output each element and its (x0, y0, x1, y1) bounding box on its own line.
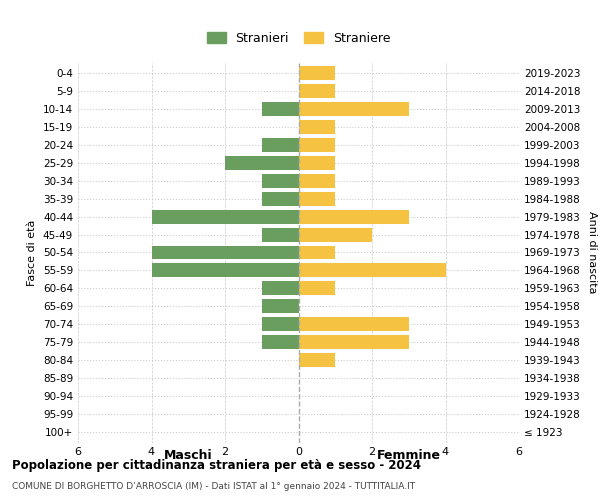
Bar (262, 138, 299, 152)
Bar (262, 102, 299, 116)
Text: Maschi: Maschi (164, 449, 212, 462)
Bar (299, 84, 335, 98)
Bar (299, 174, 335, 188)
Bar (262, 300, 299, 314)
Text: COMUNE DI BORGHETTO D’ARROSCIA (IM) - Dati ISTAT al 1° gennaio 2024 - TUTTITALIA: COMUNE DI BORGHETTO D’ARROSCIA (IM) - Da… (12, 482, 415, 491)
Text: Femmine: Femmine (377, 449, 441, 462)
Bar (225, 156, 299, 170)
Bar (299, 210, 409, 224)
Bar (151, 264, 299, 278)
Bar (299, 246, 335, 260)
Bar (262, 228, 299, 241)
Text: Popolazione per cittadinanza straniera per età e sesso - 2024: Popolazione per cittadinanza straniera p… (12, 460, 421, 472)
Bar (299, 120, 335, 134)
Bar (299, 66, 335, 80)
Bar (262, 192, 299, 205)
Bar (299, 353, 335, 367)
Bar (151, 210, 299, 224)
Legend: Stranieri, Straniere: Stranieri, Straniere (202, 27, 395, 50)
Bar (262, 335, 299, 349)
Bar (299, 228, 372, 241)
Bar (299, 282, 335, 296)
Y-axis label: Fasce di età: Fasce di età (28, 220, 37, 286)
Bar (299, 102, 409, 116)
Bar (299, 156, 335, 170)
Bar (299, 264, 445, 278)
Y-axis label: Anni di nascita: Anni di nascita (587, 211, 597, 294)
Bar (299, 138, 335, 152)
Bar (262, 174, 299, 188)
Bar (299, 317, 409, 331)
Bar (262, 317, 299, 331)
Bar (299, 192, 335, 205)
Bar (299, 335, 409, 349)
Bar (262, 282, 299, 296)
Bar (151, 246, 299, 260)
